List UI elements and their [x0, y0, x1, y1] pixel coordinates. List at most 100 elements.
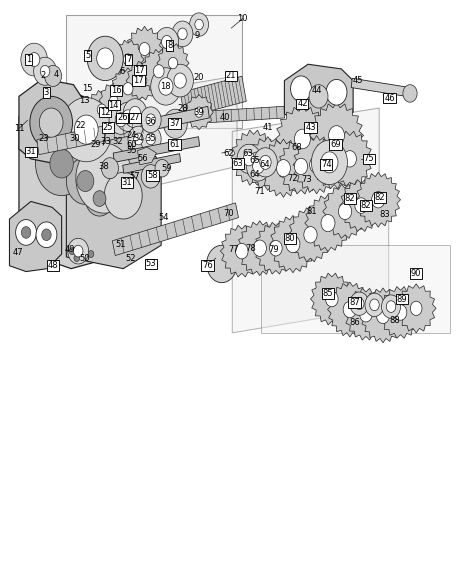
Polygon shape — [305, 194, 351, 252]
Circle shape — [321, 214, 335, 232]
Text: 48: 48 — [48, 261, 58, 270]
Circle shape — [36, 131, 88, 196]
Circle shape — [286, 235, 300, 253]
Text: 77: 77 — [228, 245, 238, 255]
Circle shape — [355, 198, 367, 213]
Polygon shape — [345, 288, 387, 340]
Circle shape — [134, 133, 143, 145]
Circle shape — [394, 305, 407, 320]
Polygon shape — [112, 40, 144, 79]
Text: 49: 49 — [65, 245, 75, 255]
Circle shape — [174, 73, 186, 88]
Polygon shape — [157, 44, 189, 82]
Polygon shape — [351, 78, 410, 97]
Text: 4: 4 — [53, 69, 59, 79]
Circle shape — [154, 65, 164, 78]
Polygon shape — [19, 93, 142, 269]
Text: 47: 47 — [13, 248, 23, 257]
Text: 27: 27 — [130, 113, 140, 123]
Text: 75: 75 — [364, 154, 374, 164]
Text: 78: 78 — [245, 244, 255, 253]
Polygon shape — [66, 128, 161, 269]
Circle shape — [123, 83, 133, 95]
Circle shape — [403, 85, 417, 102]
Circle shape — [309, 85, 328, 108]
Circle shape — [291, 76, 311, 102]
Text: 44: 44 — [311, 86, 322, 95]
Text: 3: 3 — [44, 88, 49, 97]
Circle shape — [326, 79, 347, 105]
Circle shape — [162, 36, 172, 48]
Circle shape — [253, 159, 264, 173]
Text: 28: 28 — [177, 103, 188, 113]
Text: 14: 14 — [109, 100, 119, 110]
Text: 38: 38 — [98, 162, 109, 171]
Circle shape — [260, 155, 271, 169]
Polygon shape — [37, 116, 153, 155]
Text: 87: 87 — [349, 298, 360, 307]
Circle shape — [36, 222, 57, 248]
Circle shape — [140, 107, 161, 133]
Polygon shape — [340, 180, 383, 231]
Text: 68: 68 — [291, 142, 301, 152]
Text: 60: 60 — [127, 140, 137, 150]
Circle shape — [122, 110, 134, 124]
Text: 64: 64 — [250, 169, 260, 179]
Text: 55: 55 — [127, 146, 137, 155]
Text: 82: 82 — [375, 193, 385, 202]
Text: 23: 23 — [38, 134, 49, 144]
Polygon shape — [111, 68, 145, 110]
Text: 82: 82 — [361, 201, 371, 210]
Circle shape — [195, 19, 203, 30]
Circle shape — [262, 156, 274, 171]
Circle shape — [294, 129, 310, 149]
Circle shape — [123, 99, 147, 128]
Text: 40: 40 — [220, 113, 230, 123]
Text: 20: 20 — [194, 72, 204, 82]
Text: 5: 5 — [85, 51, 91, 60]
Text: 65: 65 — [250, 156, 260, 165]
Text: 72: 72 — [288, 173, 298, 183]
Polygon shape — [62, 76, 237, 207]
Text: 80: 80 — [285, 234, 295, 243]
Polygon shape — [141, 106, 210, 132]
Circle shape — [350, 292, 369, 315]
Text: 70: 70 — [223, 208, 234, 218]
Text: 79: 79 — [269, 245, 279, 255]
Polygon shape — [232, 108, 379, 239]
Circle shape — [146, 133, 155, 145]
Text: 8: 8 — [167, 41, 173, 50]
Circle shape — [115, 113, 127, 127]
Circle shape — [338, 203, 352, 220]
Circle shape — [343, 151, 356, 167]
Text: 9: 9 — [194, 30, 200, 40]
Text: 30: 30 — [70, 134, 80, 144]
Circle shape — [310, 156, 324, 173]
Circle shape — [159, 78, 173, 95]
Circle shape — [270, 241, 282, 256]
Polygon shape — [275, 106, 329, 172]
Circle shape — [190, 13, 209, 36]
Circle shape — [87, 36, 123, 81]
Text: 21: 21 — [226, 71, 236, 81]
Text: 46: 46 — [384, 93, 395, 103]
Circle shape — [151, 68, 181, 105]
Circle shape — [104, 172, 142, 219]
Text: 42: 42 — [297, 99, 308, 109]
Polygon shape — [278, 139, 324, 194]
Text: 86: 86 — [349, 318, 360, 327]
Polygon shape — [220, 225, 263, 277]
Text: 90: 90 — [411, 269, 421, 278]
Circle shape — [69, 248, 75, 255]
Polygon shape — [232, 207, 389, 333]
Text: 76: 76 — [202, 261, 213, 270]
Circle shape — [66, 158, 104, 204]
Text: 62: 62 — [223, 148, 234, 158]
Polygon shape — [255, 223, 297, 274]
Circle shape — [74, 255, 80, 262]
Circle shape — [146, 114, 155, 126]
Polygon shape — [237, 221, 282, 276]
Circle shape — [42, 229, 51, 241]
Circle shape — [355, 298, 364, 310]
Circle shape — [164, 109, 187, 138]
